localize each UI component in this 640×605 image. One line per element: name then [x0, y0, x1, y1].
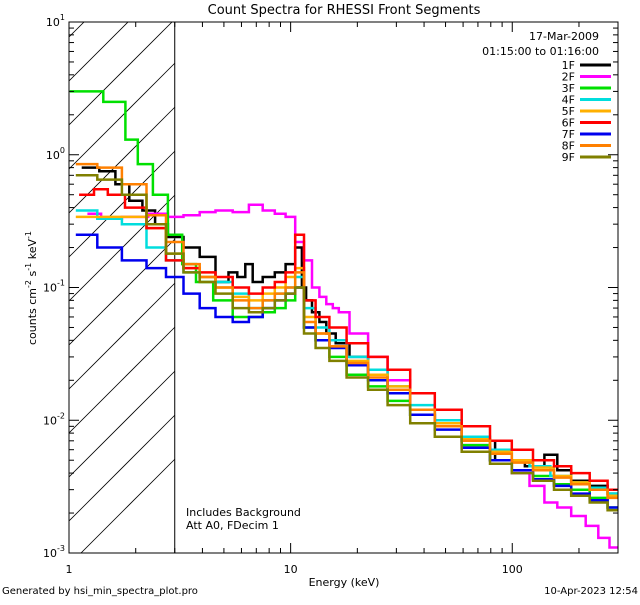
y-tick-label: 10-3 — [43, 544, 65, 560]
hatch-line-11 — [69, 370, 176, 478]
x-tick-label: 100 — [502, 563, 523, 576]
series-layer — [69, 90, 618, 549]
date-label: 17-Mar-2009 — [529, 30, 599, 43]
legend-label-7F: 7F — [562, 128, 575, 141]
annotation-background: Includes Background — [186, 506, 301, 519]
x-axis-label: Energy (keV) — [309, 576, 380, 589]
y-axis: 10-3 10-2 10-1 100 101 — [43, 13, 618, 560]
legend-label-3F: 3F — [562, 82, 575, 95]
legend-label-6F: 6F — [562, 117, 575, 130]
y-tick-label: 100 — [46, 146, 65, 162]
series-9F — [75, 174, 618, 512]
hatch-line-1 — [69, 22, 85, 38]
legend-label-5F: 5F — [562, 105, 575, 118]
y-tick-label: 10-2 — [43, 411, 65, 427]
y-axis-label: counts cm-2 s-1 keV-1 — [24, 231, 39, 345]
hatch-line-6 — [69, 150, 176, 258]
hatch-line-10 — [69, 326, 176, 434]
y-tick-label: 10-1 — [43, 279, 65, 295]
timestamp-label: 10-Apr-2023 12:54 — [544, 586, 638, 597]
legend-label-2F: 2F — [562, 71, 575, 84]
plot-frame — [68, 21, 619, 554]
hatch-line-3 — [69, 22, 173, 126]
hatch-line-8 — [69, 238, 176, 346]
generated-by-label: Generated by hsi_min_spectra_plot.pro — [2, 586, 198, 597]
hatch-line-9 — [69, 282, 176, 390]
time-range-label: 01:15:00 to 01:16:00 — [482, 45, 599, 58]
excluded-region-hatch — [69, 22, 176, 553]
x-tick-label: 1 — [66, 563, 73, 576]
hatch-line-12 — [69, 414, 176, 522]
x-tick-label: 10 — [284, 563, 298, 576]
legend-label-8F: 8F — [562, 140, 575, 153]
hatch-line-13 — [80, 458, 176, 553]
hatch-line-5 — [69, 106, 176, 214]
series-3F — [69, 90, 618, 509]
series-2F — [87, 203, 618, 549]
legend-label-4F: 4F — [562, 94, 575, 107]
legend-label-9F: 9F — [562, 151, 575, 164]
y-tick-label: 101 — [46, 13, 65, 29]
chart-title: Count Spectra for RHESSI Front Segments — [208, 3, 481, 18]
hatch-line-4 — [69, 62, 176, 170]
legend-label-1F: 1F — [562, 59, 575, 72]
series-6F — [79, 187, 618, 491]
annotation-attenuator: Att A0, FDecim 1 — [186, 519, 279, 532]
hatch-line-2 — [69, 22, 129, 82]
x-axis: 1 10 100 — [66, 22, 619, 576]
